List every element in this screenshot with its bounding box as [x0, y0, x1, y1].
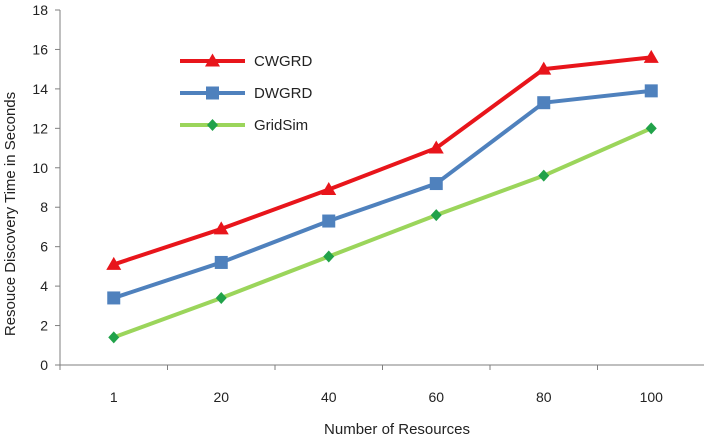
series-cwgrd: [106, 49, 659, 270]
y-tick-label: 10: [32, 160, 48, 176]
x-tick-label: 40: [321, 389, 337, 405]
y-tick-label: 16: [32, 41, 48, 57]
series-line-gridsim: [113, 126, 653, 340]
y-tick-label: 14: [32, 81, 48, 97]
data-point-cwgrd: [536, 61, 552, 75]
data-point-gridsim: [323, 250, 335, 263]
y-tick-label: 4: [40, 278, 48, 294]
series-gridsim: [108, 122, 657, 344]
y-tick-label: 0: [40, 357, 48, 373]
data-point-dwgrd: [644, 84, 658, 98]
x-ticks: 1 20 40 60 80 100: [59, 365, 664, 405]
data-point-gridsim: [108, 331, 120, 344]
legend-marker-gridsim: [207, 119, 218, 131]
legend-label-gridsim: GridSim: [254, 117, 308, 134]
x-tick-label: 60: [428, 389, 444, 405]
series-dwgrd: [107, 84, 658, 305]
series-layer: [106, 49, 659, 344]
x-tick-label: 20: [213, 389, 229, 405]
data-point-cwgrd: [321, 181, 337, 195]
data-point-dwgrd: [107, 291, 121, 305]
data-point-dwgrd: [214, 255, 228, 269]
legend-marker-cwgrd: [205, 53, 220, 67]
data-point-cwgrd: [643, 49, 659, 63]
legend-label-dwgrd: DWGRD: [254, 85, 312, 102]
x-tick-label: 80: [536, 389, 552, 405]
data-point-dwgrd: [322, 214, 336, 228]
series-line-dwgrd: [113, 88, 652, 300]
data-point-dwgrd: [537, 96, 551, 110]
y-tick-label: 18: [32, 2, 48, 18]
legend-entry-gridsim: GridSim: [180, 117, 308, 134]
y-tick-label: 6: [40, 239, 48, 255]
y-ticks: 0 2 4 6 8 10 12 14 16 18: [32, 2, 60, 373]
x-tick-label: 100: [640, 389, 664, 405]
y-tick-label: 8: [40, 199, 48, 215]
data-point-gridsim: [538, 169, 550, 182]
series-line-cwgrd: [113, 55, 652, 267]
data-point-cwgrd: [428, 140, 444, 154]
data-point-cwgrd: [106, 256, 122, 270]
legend-entry-dwgrd: DWGRD: [180, 85, 312, 102]
data-point-cwgrd: [213, 221, 229, 235]
legend: CWGRD DWGRD GridSim: [180, 53, 312, 134]
legend-label-cwgrd: CWGRD: [254, 53, 312, 70]
legend-entry-cwgrd: CWGRD: [180, 53, 312, 70]
legend-marker-dwgrd: [206, 86, 219, 100]
y-axis-title: Resouce Discovery Time in Seconds: [2, 92, 19, 336]
data-point-gridsim: [645, 122, 657, 135]
y-tick-label: 2: [40, 318, 48, 334]
data-point-gridsim: [430, 209, 442, 222]
x-axis-title: Number of Resources: [324, 421, 470, 438]
data-point-dwgrd: [429, 177, 443, 191]
y-tick-label: 12: [32, 120, 48, 136]
x-tick-label: 1: [110, 389, 118, 405]
data-point-gridsim: [215, 291, 227, 304]
